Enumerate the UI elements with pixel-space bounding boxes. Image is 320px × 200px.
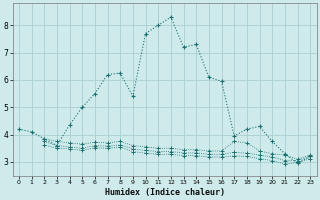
X-axis label: Humidex (Indice chaleur): Humidex (Indice chaleur)	[105, 188, 225, 197]
